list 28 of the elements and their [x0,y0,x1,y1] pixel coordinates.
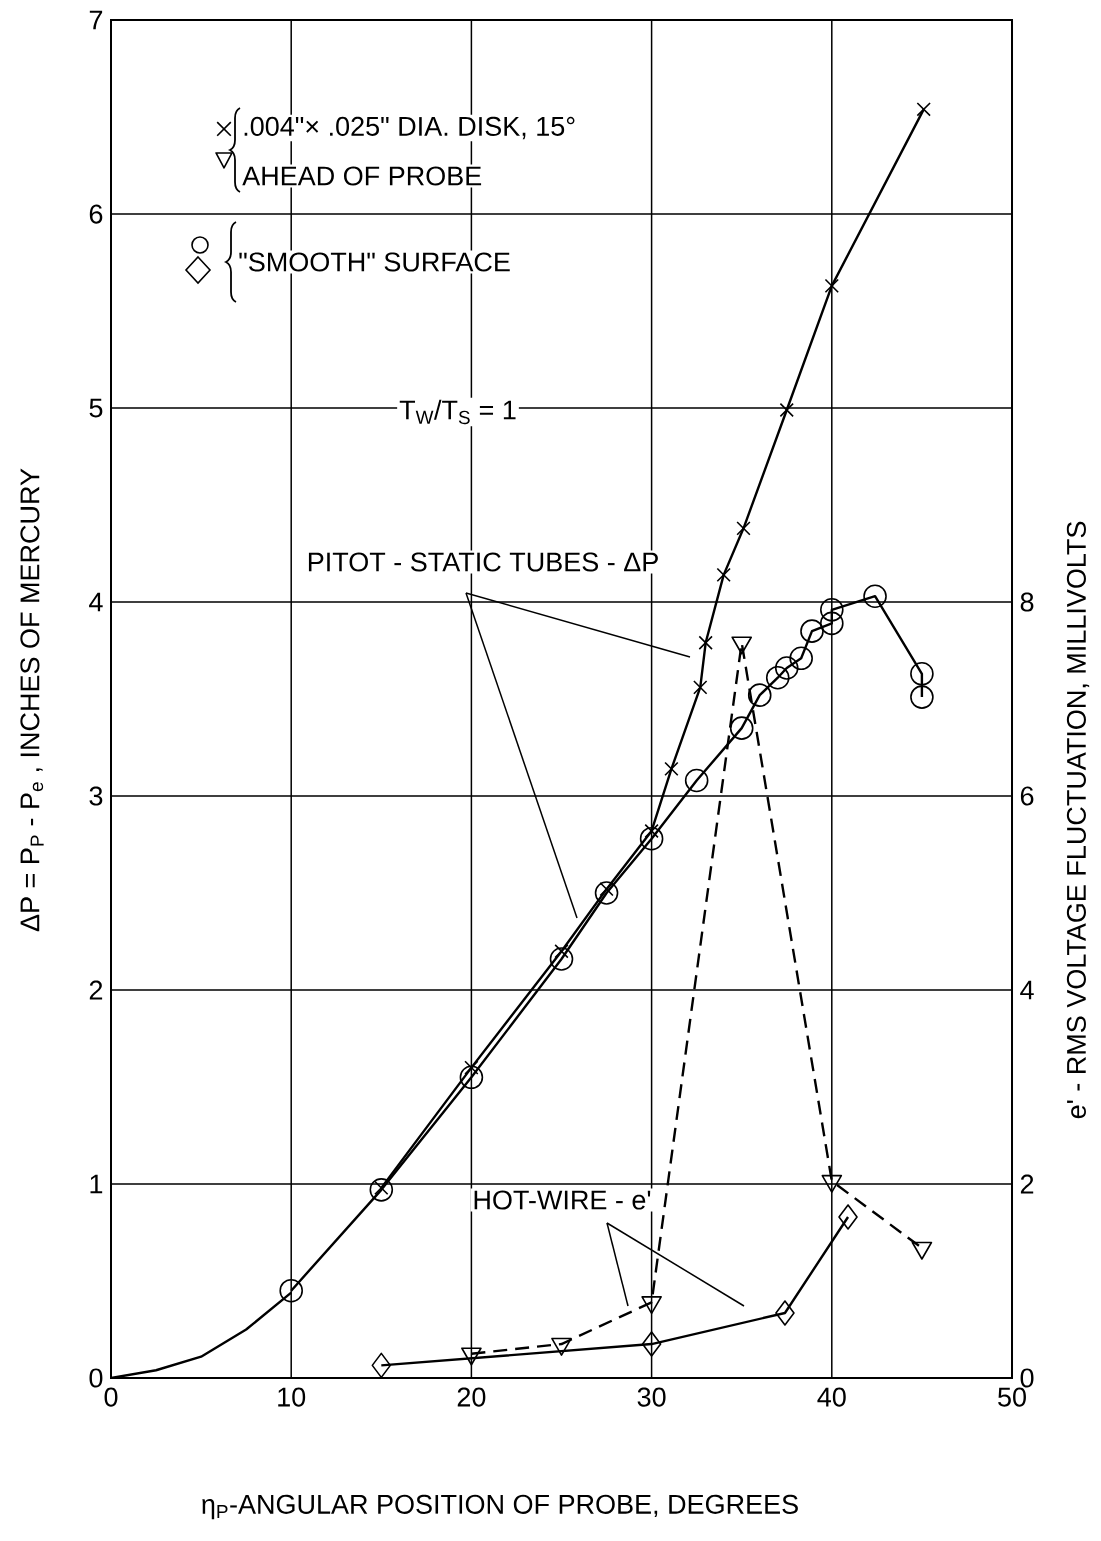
y2-tick-label: 2 [1020,1174,1034,1194]
y-tick-label: 3 [89,786,103,806]
y-axis-title: ΔP = P$_{P}$ - P$_{e}$ , INCHES OF MERCURY [20,468,44,932]
y-tick-label: 4 [89,592,103,612]
annotation: HOT-WIRE - e' [474,1190,651,1210]
y-tick-label: 6 [89,204,103,224]
y-tick-label: 1 [90,1174,103,1194]
y2-tick-label: 8 [1020,592,1034,612]
y2-tick-label: 4 [1020,980,1034,1000]
y-tick-label: 5 [89,398,103,418]
y2-tick-label: 6 [1020,786,1034,806]
x-tick-label: 20 [457,1387,486,1407]
y2-axis-title: e' - RMS VOLTAGE FLUCTUATION, MILLIVOLTS [1066,521,1090,1119]
x-axis-title: η$_{P}$-ANGULAR POSITION OF PROBE, DEGREES [202,1494,798,1520]
x-tick-label: 10 [278,1387,306,1407]
annotation: T$_{W}$/T$_{S}$ = 1 [399,399,516,425]
annotation: "SMOOTH" SURFACE [239,252,510,272]
x-tick-label: 30 [637,1387,666,1407]
y2-tick-label: 0 [1020,1368,1034,1388]
y-tick-label: 2 [89,980,103,1000]
y-tick-label: 7 [89,10,103,30]
annotation: PITOT - STATIC TUBES - ΔP [308,552,658,572]
x-tick-label: 40 [817,1387,846,1407]
annotation: .004"× .025" DIA. DISK, 15° [244,116,575,140]
annotation: AHEAD OF PROBE [242,166,482,186]
x-tick-label: 0 [104,1387,118,1407]
x-tick-label: 50 [998,1387,1026,1407]
y-tick-label: 0 [89,1368,103,1388]
